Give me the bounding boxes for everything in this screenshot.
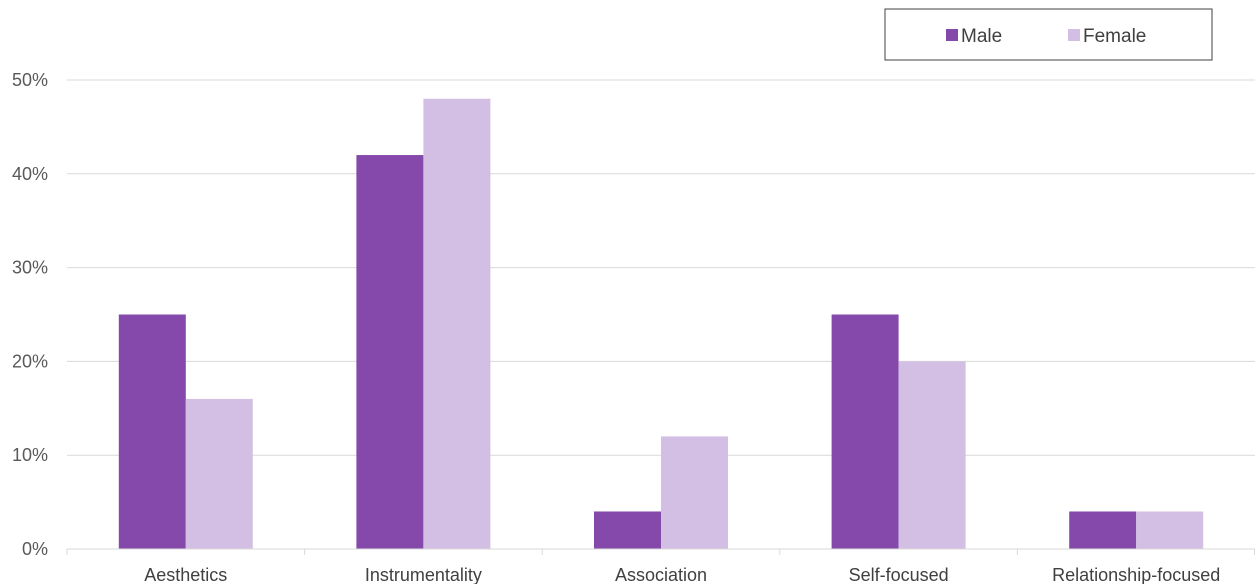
- bar-male-relationship-focused: [1069, 511, 1137, 549]
- legend-label-male: Male: [961, 26, 1002, 47]
- y-tick-label: 30%: [12, 258, 48, 278]
- legend: Male Female: [884, 8, 1213, 61]
- legend-swatch-male: [946, 29, 958, 41]
- y-axis-tick-labels: 0% 10% 20% 30% 40% 50%: [12, 70, 48, 559]
- bars: [118, 98, 1204, 550]
- x-tick-label: Relationship-focused: [1052, 565, 1220, 584]
- y-tick-label: 40%: [12, 164, 48, 184]
- gridlines: [67, 79, 1255, 456]
- y-tick-label: 0%: [22, 539, 48, 559]
- bar-male-association: [594, 511, 661, 549]
- legend-frame: [884, 8, 1213, 61]
- bar-female-self-focused: [898, 361, 966, 549]
- x-tick-label: Instrumentality: [365, 565, 482, 584]
- y-tick-label: 20%: [12, 351, 48, 371]
- x-tick-label: Self-focused: [849, 565, 949, 584]
- legend-label-female: Female: [1083, 26, 1146, 47]
- y-tick-label: 50%: [12, 70, 48, 90]
- bar-female-instrumentality: [423, 98, 491, 549]
- y-tick-label: 10%: [12, 445, 48, 465]
- bar-male-self-focused: [831, 314, 899, 549]
- bar-female-association: [661, 436, 728, 549]
- bar-female-aesthetics: [185, 398, 253, 549]
- x-axis: Aesthetics Instrumentality Association Self…: [66, 548, 1255, 584]
- bar-male-instrumentality: [356, 155, 424, 550]
- x-tick-label: Association: [615, 565, 707, 584]
- bar-female-relationship-focused: [1136, 511, 1204, 549]
- legend-swatch-female: [1068, 29, 1080, 41]
- bar-male-aesthetics: [118, 314, 186, 549]
- x-tick-label: Aesthetics: [144, 565, 227, 584]
